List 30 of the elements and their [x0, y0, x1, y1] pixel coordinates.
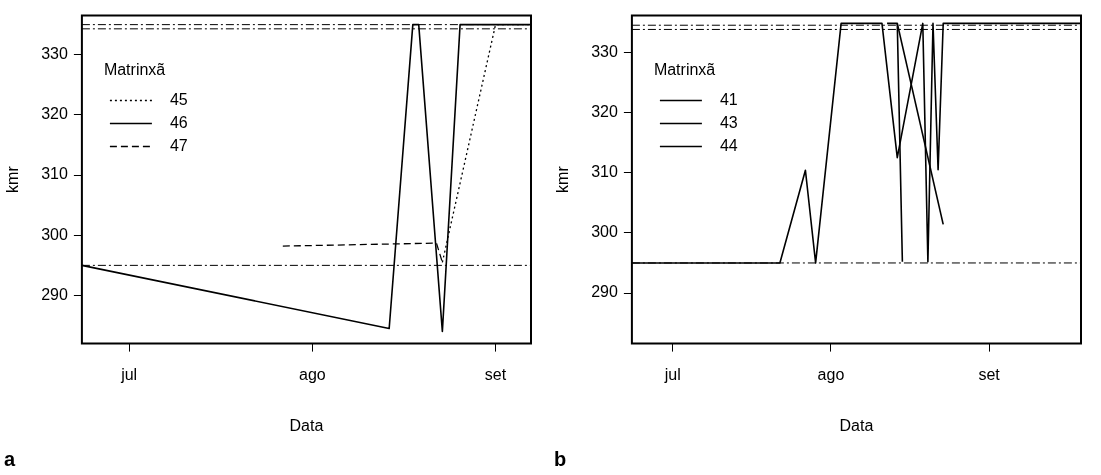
y-tick-label: 300: [41, 225, 68, 243]
x-tick-label: ago: [299, 365, 326, 383]
legend-title: Matrinxã: [653, 61, 716, 79]
text: a: [4, 448, 16, 471]
x-tick-label: set: [978, 365, 1001, 383]
y-tick-label: 320: [591, 102, 618, 120]
legend-label: 44: [719, 137, 738, 155]
y-axis-title: kmr: [4, 165, 22, 193]
legend-label: 47: [169, 137, 188, 155]
x-tick-label: jul: [120, 365, 138, 383]
x-tick-label: set: [484, 365, 507, 383]
y-axis-title: kmr: [554, 165, 572, 193]
y-tick-label: 300: [591, 223, 618, 241]
y-tick-label: 290: [41, 285, 68, 303]
x-tick-label: jul: [663, 365, 681, 383]
x-axis-title: Data: [289, 416, 324, 434]
y-tick-label: 290: [591, 283, 618, 301]
y-tick-label: 310: [41, 165, 68, 183]
legend-label: 41: [719, 91, 738, 109]
legend-label: 45: [169, 91, 188, 109]
legend-label: 46: [169, 114, 188, 132]
text: b: [554, 448, 567, 471]
y-tick-label: 330: [41, 45, 68, 63]
legend-label: 43: [719, 114, 738, 132]
x-tick-label: ago: [817, 365, 845, 383]
legend-title: Matrinxã: [103, 61, 166, 79]
y-tick-label: 330: [591, 42, 618, 60]
y-tick-label: 320: [41, 105, 68, 123]
y-tick-label: 310: [591, 163, 618, 181]
x-axis-title: Data: [839, 416, 874, 434]
